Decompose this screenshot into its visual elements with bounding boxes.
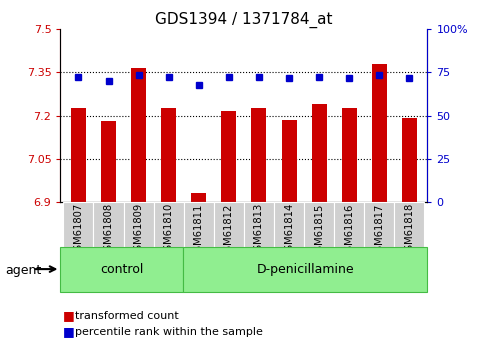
Title: GDS1394 / 1371784_at: GDS1394 / 1371784_at — [155, 12, 333, 28]
Text: GSM61815: GSM61815 — [314, 203, 324, 258]
Bar — [124, 202, 154, 247]
Text: transformed count: transformed count — [75, 311, 179, 321]
Bar — [334, 202, 364, 247]
Text: ■: ■ — [63, 309, 74, 322]
Text: GSM61808: GSM61808 — [103, 203, 114, 257]
Bar — [312, 104, 327, 202]
Text: control: control — [100, 263, 143, 276]
Bar — [402, 118, 417, 202]
Text: D-penicillamine: D-penicillamine — [256, 263, 354, 276]
Bar — [394, 202, 425, 247]
Text: GSM61813: GSM61813 — [254, 203, 264, 257]
Text: GSM61810: GSM61810 — [164, 203, 174, 257]
Text: ■: ■ — [63, 325, 74, 338]
Bar — [372, 64, 387, 202]
Bar — [161, 108, 176, 202]
Text: GSM61807: GSM61807 — [73, 203, 84, 257]
Text: GSM61816: GSM61816 — [344, 203, 354, 258]
Bar — [184, 202, 214, 247]
Bar — [244, 202, 274, 247]
Text: GSM61812: GSM61812 — [224, 203, 234, 258]
Bar — [304, 202, 334, 247]
Bar — [71, 108, 86, 202]
Text: GSM61818: GSM61818 — [404, 203, 414, 257]
Bar — [183, 247, 427, 292]
Bar — [364, 202, 394, 247]
Text: GSM61811: GSM61811 — [194, 203, 204, 258]
Bar — [131, 68, 146, 202]
Text: agent: agent — [5, 264, 41, 277]
Text: GSM61809: GSM61809 — [134, 203, 143, 257]
Bar — [191, 193, 206, 202]
Bar — [252, 108, 267, 202]
Bar — [154, 202, 184, 247]
Bar — [101, 121, 116, 202]
Bar — [221, 111, 236, 202]
Bar — [63, 202, 94, 247]
Text: GSM61814: GSM61814 — [284, 203, 294, 257]
Text: percentile rank within the sample: percentile rank within the sample — [75, 327, 263, 337]
Bar — [214, 202, 244, 247]
Bar — [341, 108, 357, 202]
Bar — [274, 202, 304, 247]
Bar — [282, 120, 297, 202]
Bar — [94, 202, 124, 247]
Bar — [60, 247, 183, 292]
Text: GSM61817: GSM61817 — [374, 203, 384, 258]
